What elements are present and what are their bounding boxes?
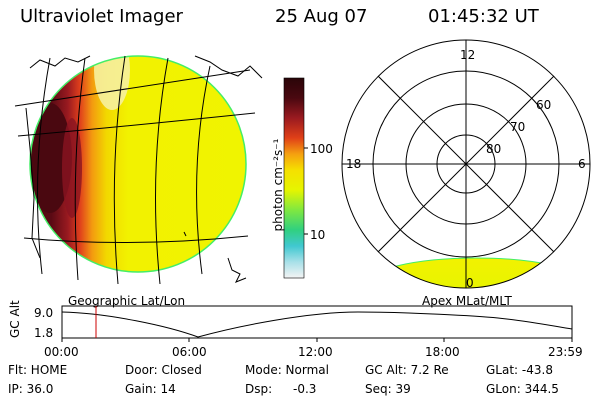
dsp-label: Dsp:: [245, 382, 273, 396]
time-tick-2359: 23:59: [548, 345, 583, 359]
geographic-image: [14, 55, 263, 285]
time-tick-1200: 12:00: [298, 345, 333, 359]
gain-info: Gain: 14: [125, 382, 176, 396]
colorbar-tick-100: 100: [310, 142, 333, 156]
glat-info: GLat: -43.8: [486, 363, 553, 377]
mlt-label-12: 12: [460, 48, 476, 62]
image-time: 01:45:32 UT: [428, 6, 539, 27]
mlt-label-0: 0: [466, 276, 474, 290]
altitude-frame: [61, 305, 573, 339]
time-tick-1800: 18:00: [425, 345, 460, 359]
polar-grid: [341, 39, 591, 289]
geographic-label: Geographic Lat/Lon: [68, 294, 186, 308]
instrument-title: Ultraviolet Imager: [20, 6, 183, 27]
lon-grid: [37, 55, 211, 285]
gc-alt-info: GC Alt: 7.2 Re: [365, 363, 449, 377]
apex-label: Apex MLat/MLT: [422, 294, 512, 308]
ip-info: IP: 36.0: [8, 382, 54, 396]
altitude-plot: [61, 305, 573, 342]
colorbar-scale: [283, 77, 305, 279]
door-info: Door: Closed: [125, 363, 202, 377]
mlat-label-70: 70: [510, 120, 526, 134]
image-date: 25 Aug 07: [275, 6, 368, 27]
mode-info: Mode: Normal: [245, 363, 329, 377]
mlat-label-60: 60: [536, 98, 552, 112]
polar-plot: [341, 39, 591, 289]
colorbar-unit-label: photon cm⁻²s⁻¹: [271, 138, 285, 232]
uv-disk: [30, 56, 246, 272]
colorbar: [283, 77, 308, 279]
time-tick-0000: 00:00: [44, 345, 79, 359]
altitude-ticks: [61, 338, 573, 342]
mlat-label-80: 80: [486, 142, 502, 156]
altitude-ytick-low: 1.8: [34, 326, 54, 340]
disk-limb: [29, 55, 247, 273]
flight-info: Flt: HOME: [8, 363, 68, 377]
time-tick-0600: 06:00: [172, 345, 207, 359]
mlt-label-6: 6: [578, 157, 586, 171]
altitude-curve: [61, 311, 573, 338]
mlt-label-18: 18: [346, 157, 362, 171]
lat-grid: [14, 69, 256, 244]
colorbar-tick-10: 10: [310, 228, 326, 242]
altitude-ytick-high: 9.0: [34, 306, 54, 320]
seq-info: Seq: 39: [365, 382, 411, 396]
coastlines: [25, 55, 263, 283]
altitude-ylabel: GC Alt: [8, 300, 22, 338]
glon-info: GLon: 344.5: [486, 382, 559, 396]
dsp-value: -0.3: [293, 382, 317, 396]
